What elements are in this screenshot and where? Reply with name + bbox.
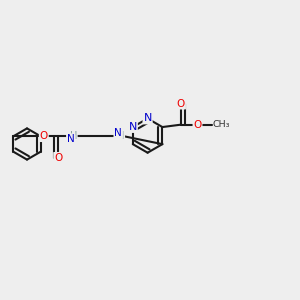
Text: O: O xyxy=(177,99,185,109)
Text: CH₃: CH₃ xyxy=(213,120,230,129)
Text: O: O xyxy=(194,120,202,130)
Text: N: N xyxy=(114,128,122,138)
Text: H: H xyxy=(70,131,77,141)
Text: N: N xyxy=(129,122,137,132)
Text: N: N xyxy=(67,134,75,144)
Text: N: N xyxy=(143,113,152,124)
Text: O: O xyxy=(40,131,48,141)
Text: O: O xyxy=(54,153,62,163)
Text: H: H xyxy=(117,131,124,141)
